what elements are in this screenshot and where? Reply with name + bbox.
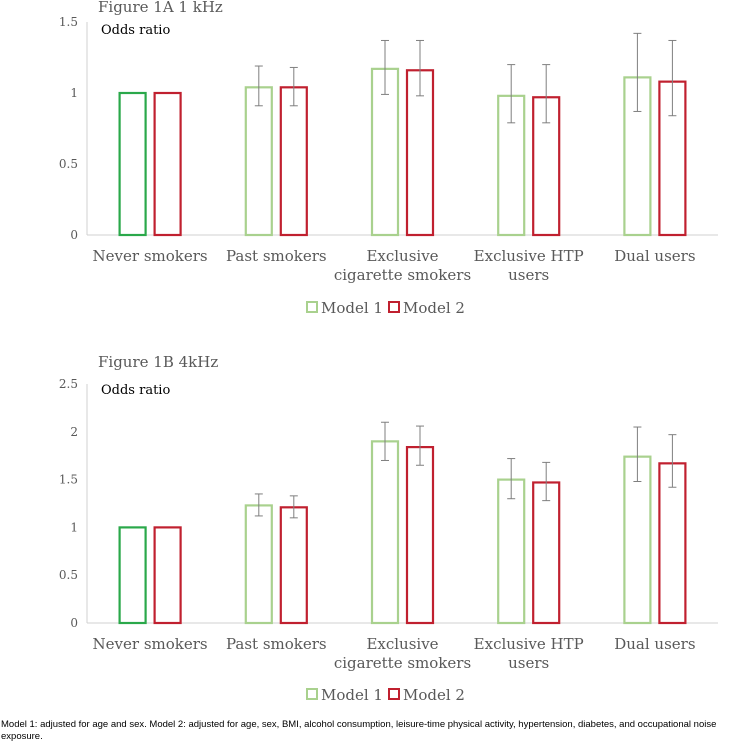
chart1-category-label-line: Never smokers	[93, 247, 208, 265]
chart2-category-label: Never smokers	[93, 635, 208, 653]
chart2-category-label-line: users	[508, 654, 549, 672]
chart1-category-label-line: Past smokers	[226, 247, 327, 265]
chart2-category-label: Past smokers	[226, 635, 327, 653]
chart2-y-tick-label: 0.5	[59, 568, 78, 582]
chart2-bar-1	[244, 504, 273, 625]
chart2-category-label-line: Never smokers	[93, 635, 208, 653]
chart2-y-tick-label: 0	[70, 616, 78, 630]
chart2-bar-1	[370, 440, 400, 625]
chart2-bar-1	[118, 526, 147, 625]
chart1-category-label: Dual users	[614, 247, 695, 265]
chart2-legend-swatch-2	[388, 688, 400, 700]
chart1-ylabel: Odds ratio	[101, 23, 170, 38]
chart1-bar-2	[153, 91, 182, 237]
chart1-category-label-line: Exclusive HTP	[474, 247, 584, 265]
chart2-category-label-line: Dual users	[614, 635, 695, 653]
chart1-category-label: Past smokers	[226, 247, 327, 265]
footnote: Model 1: adjusted for age and sex. Model…	[1, 719, 717, 742]
chart2-bar-1	[497, 478, 526, 625]
chart1-legend-label-2: Model 2	[403, 299, 465, 317]
chart2-ylabel: Odds ratio	[101, 383, 170, 398]
chart1-y-tick-label: 0.5	[59, 157, 78, 171]
chart1-category-label: Exclusive cigarette smokers	[334, 247, 471, 284]
chart1-legend-label-1: Model 1	[321, 299, 383, 317]
chart1-category-label-line: Dual users	[614, 247, 695, 265]
chart2-bar-2	[532, 481, 561, 625]
chart1-y-tick-label: 1	[70, 86, 78, 100]
chart2-y-tick-label: 2	[70, 425, 78, 439]
chart2-category-label-line: Exclusive HTP	[474, 635, 584, 653]
chart2-bar-2	[153, 526, 182, 625]
chart1-legend-swatch-1	[306, 301, 318, 313]
chart2-legend-swatch-1	[306, 688, 318, 700]
chart2-category-label-line: cigarette smokers	[334, 654, 471, 672]
chart2-bar-2	[279, 506, 308, 625]
chart2-title: Figure 1B 4kHz	[98, 353, 218, 371]
chart1-y-tick-label: 0	[70, 228, 78, 242]
chart2-y-tick-label: 1	[70, 520, 78, 534]
chart1-legend-swatch-2	[388, 301, 400, 313]
chart2-bar-2	[405, 445, 435, 625]
chart1-y-tick-label: 1.5	[59, 15, 78, 29]
chart2-y-tick-label: 1.5	[59, 473, 78, 487]
chart1-bar-2	[279, 86, 308, 237]
chart2-category-label: Exclusive HTP users	[474, 635, 584, 672]
chart1-bar-1	[244, 86, 273, 237]
chart1-category-label: Exclusive HTP users	[474, 247, 584, 284]
chart1-category-label-line: users	[508, 266, 549, 284]
chart2-category-label-line: Exclusive	[366, 635, 438, 653]
chart1-category-label-line: cigarette smokers	[334, 266, 471, 284]
chart2-category-label: Exclusive cigarette smokers	[334, 635, 471, 672]
chart2-y-tick-label: 2.5	[59, 377, 78, 391]
chart1-bar-1	[118, 91, 147, 237]
chart1-title: Figure 1A 1 kHz	[98, 0, 223, 16]
chart2-category-label-line: Past smokers	[226, 635, 327, 653]
chart2-category-label: Dual users	[614, 635, 695, 653]
chart1-category-label: Never smokers	[93, 247, 208, 265]
chart1-category-label-line: Exclusive	[366, 247, 438, 265]
chart2-legend-label-1: Model 1	[321, 686, 383, 704]
chart2-legend-label-2: Model 2	[403, 686, 465, 704]
